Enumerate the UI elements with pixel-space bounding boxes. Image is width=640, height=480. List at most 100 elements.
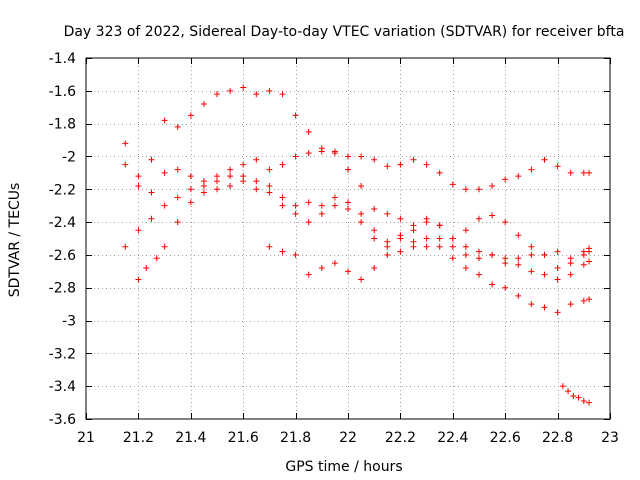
x-tick-label: 21.2: [123, 430, 154, 446]
data-point: [214, 91, 220, 98]
y-tick-label: -2: [62, 149, 76, 165]
data-point: [449, 235, 456, 242]
data-point: [489, 281, 496, 288]
data-point: [462, 265, 469, 272]
data-point: [528, 268, 535, 275]
data-point: [253, 91, 260, 98]
data-point: [292, 210, 299, 217]
y-tick-label: -3.6: [49, 412, 76, 428]
data-point: [436, 222, 443, 229]
x-tick-label: 22.6: [490, 430, 521, 446]
series-track-d: [135, 173, 593, 316]
data-point: [410, 227, 417, 234]
data-point: [122, 140, 129, 147]
data-point: [397, 248, 404, 255]
data-point: [502, 260, 509, 267]
data-point: [554, 248, 561, 255]
data-point: [227, 87, 234, 94]
data-point: [174, 194, 181, 201]
y-tick-label: -1.8: [49, 117, 76, 133]
data-point: [305, 150, 312, 157]
data-point: [580, 397, 587, 404]
data-point: [305, 128, 312, 135]
data-point: [214, 178, 220, 185]
data-point: [541, 304, 548, 311]
data-point: [292, 153, 299, 160]
axis-ticks: 21 21.2 21.4 21.6 21.8 22 22.2 22.4 22.6 22.8 23 -1…: [49, 51, 619, 446]
data-point: [200, 182, 207, 189]
data-point: [567, 271, 574, 278]
data-point: [266, 87, 273, 94]
data-point: [436, 243, 443, 250]
data-point: [586, 258, 593, 265]
data-point: [331, 202, 338, 209]
data-point: [371, 156, 378, 163]
data-point: [240, 84, 247, 91]
data-point: [449, 243, 456, 250]
data-point: [502, 219, 509, 226]
y-tick-label: -3.2: [49, 346, 76, 362]
data-point: [528, 251, 535, 258]
data-point: [570, 393, 577, 400]
data-point: [554, 309, 561, 316]
data-point: [541, 271, 548, 278]
data-point: [384, 163, 391, 170]
y-tick-label: -3.4: [49, 379, 76, 395]
data-point: [384, 243, 391, 250]
data-point: [148, 215, 155, 222]
y-tick-label: -2.4: [49, 215, 76, 231]
data-point: [371, 265, 378, 272]
data-point: [476, 248, 482, 255]
data-point: [143, 265, 150, 272]
data-point: [266, 243, 273, 250]
data-point: [528, 166, 535, 173]
data-point: [227, 173, 234, 180]
data-point: [462, 227, 469, 234]
data-point: [187, 199, 194, 206]
data-point: [161, 117, 168, 124]
data-point: [586, 399, 593, 406]
data-point: [358, 153, 365, 160]
data-markers: [122, 84, 593, 406]
data-point: [397, 215, 404, 222]
data-point: [423, 161, 430, 168]
data-point: [279, 91, 286, 98]
chart-title: Day 323 of 2022, Sidereal Day-to-day VTE…: [64, 24, 625, 40]
data-point: [305, 199, 312, 206]
data-point: [135, 227, 142, 234]
data-point: [476, 186, 482, 193]
data-point: [292, 112, 299, 119]
x-tick-label: 21.4: [175, 430, 206, 446]
data-point: [567, 301, 574, 308]
data-point: [135, 173, 142, 180]
data-point: [541, 251, 548, 258]
data-point: [266, 182, 273, 189]
data-point: [266, 166, 273, 173]
data-point: [153, 255, 160, 262]
data-point: [476, 215, 482, 222]
data-point: [476, 271, 482, 278]
data-point: [502, 176, 509, 183]
data-point: [253, 186, 260, 193]
data-point: [423, 243, 430, 250]
x-tick-label: 22.2: [385, 430, 416, 446]
data-point: [515, 292, 522, 299]
data-point: [575, 394, 582, 401]
data-point: [161, 243, 168, 250]
data-point: [436, 235, 443, 242]
data-point: [515, 232, 522, 239]
data-point: [318, 265, 325, 272]
data-point: [292, 202, 299, 209]
data-point: [436, 169, 443, 176]
y-tick-label: -3: [62, 314, 76, 330]
data-point: [476, 255, 482, 262]
data-point: [279, 194, 286, 201]
data-point: [161, 202, 168, 209]
data-point: [528, 301, 535, 308]
data-point: [528, 243, 535, 250]
data-point: [331, 260, 338, 267]
x-tick-label: 21.6: [228, 430, 259, 446]
data-point: [567, 255, 574, 262]
data-point: [502, 284, 509, 291]
